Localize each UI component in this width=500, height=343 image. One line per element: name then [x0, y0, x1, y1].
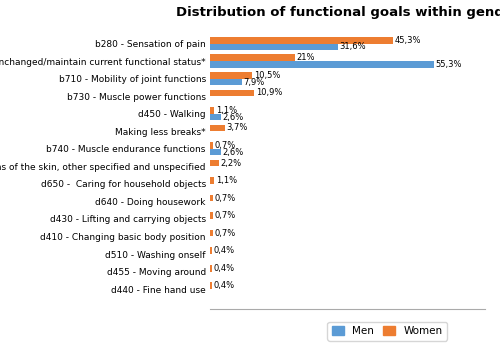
Bar: [210, 61, 434, 68]
Text: 21%: 21%: [296, 53, 315, 62]
Bar: [210, 149, 220, 155]
Text: 10,9%: 10,9%: [256, 88, 282, 97]
Bar: [210, 265, 212, 272]
Text: 0,7%: 0,7%: [214, 211, 236, 220]
Bar: [210, 37, 393, 44]
Bar: [210, 247, 212, 254]
Text: 2,6%: 2,6%: [222, 113, 244, 121]
Text: 3,7%: 3,7%: [226, 123, 248, 132]
Text: 55,3%: 55,3%: [436, 60, 462, 69]
Bar: [210, 230, 213, 236]
Bar: [210, 195, 213, 201]
Bar: [210, 55, 295, 61]
Text: 0,4%: 0,4%: [213, 264, 234, 273]
Text: 0,7%: 0,7%: [214, 141, 236, 150]
Text: 1,1%: 1,1%: [216, 176, 237, 185]
Bar: [210, 44, 338, 50]
Title: Distribution of functional goals within gender: Distribution of functional goals within …: [176, 6, 500, 19]
Text: 0,4%: 0,4%: [213, 281, 234, 290]
Bar: [210, 79, 242, 85]
Bar: [210, 212, 213, 219]
Text: 2,6%: 2,6%: [222, 147, 244, 157]
Bar: [210, 177, 214, 184]
Text: 1,1%: 1,1%: [216, 106, 237, 115]
Text: 2,2%: 2,2%: [220, 158, 242, 167]
Bar: [210, 160, 219, 166]
Bar: [210, 282, 212, 289]
Bar: [210, 72, 252, 79]
Bar: [210, 114, 220, 120]
Bar: [210, 142, 213, 149]
Text: 0,7%: 0,7%: [214, 229, 236, 238]
Legend: Men, Women: Men, Women: [328, 322, 447, 341]
Text: 0,7%: 0,7%: [214, 193, 236, 203]
Bar: [210, 125, 225, 131]
Text: 7,9%: 7,9%: [244, 78, 265, 86]
Bar: [210, 107, 214, 114]
Text: 45,3%: 45,3%: [395, 36, 421, 45]
Bar: [210, 90, 254, 96]
Text: 31,6%: 31,6%: [340, 43, 366, 51]
Text: 10,5%: 10,5%: [254, 71, 280, 80]
Text: 0,4%: 0,4%: [213, 246, 234, 255]
